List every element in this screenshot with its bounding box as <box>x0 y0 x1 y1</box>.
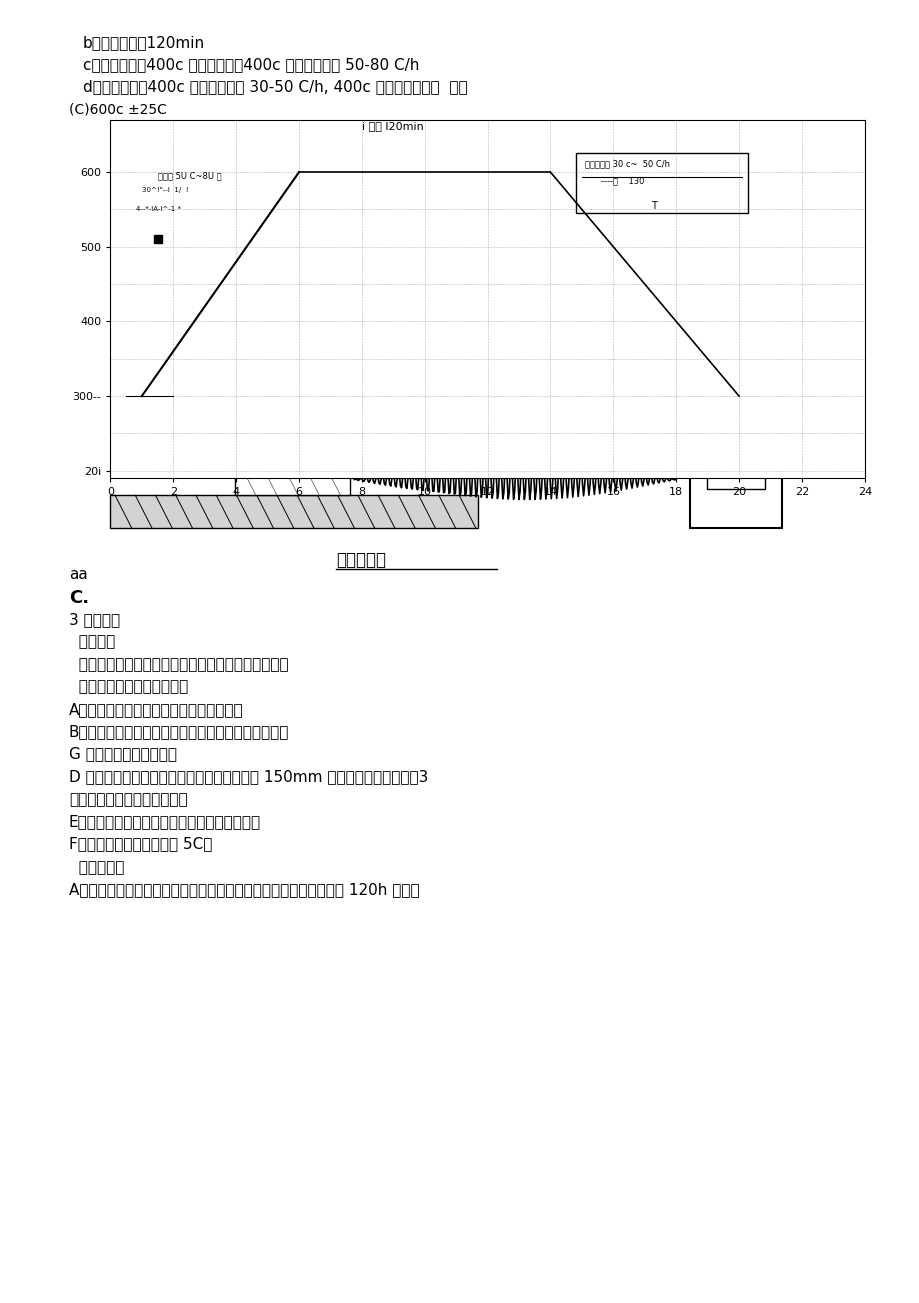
Text: E、试验用阀门配管、法兰必须满足试验要求。: E、试验用阀门配管、法兰必须满足试验要求。 <box>69 814 261 830</box>
Text: 试验前还应确认如下项目：: 试验前还应确认如下项目： <box>69 679 188 694</box>
Text: 升温度 5U C~8U 小: 升温度 5U C~8U 小 <box>157 171 221 180</box>
Bar <box>706 404 765 489</box>
Bar <box>265 323 319 352</box>
Text: T: T <box>651 202 656 211</box>
Bar <box>234 463 349 495</box>
Bar <box>110 495 478 528</box>
Text: 热电偶镆旗: 热电偶镆旗 <box>335 551 385 569</box>
Text: c、升温速度：400c 以下可不限，400c 以上宜控制在 50-80 C/h: c、升温速度：400c 以下可不限，400c 以上宜控制在 50-80 C/h <box>83 57 419 73</box>
Text: 贔厅: 贔厅 <box>180 469 193 480</box>
Bar <box>689 371 781 528</box>
Text: 热电偶: 热电偶 <box>423 420 443 430</box>
Text: 倍，精度级，并经检验合格。: 倍，精度级，并经检验合格。 <box>69 792 187 808</box>
Bar <box>129 433 262 446</box>
Bar <box>129 425 147 453</box>
Text: d、降温速度：400c 以上宜控制在 30-50 C/h, 400c 以下在空气冷却  温度: d、降温速度：400c 以上宜控制在 30-50 C/h, 400c 以下在空气… <box>83 79 467 95</box>
Text: G 试压泵配管必须完好。: G 试压泵配管必须完好。 <box>69 747 176 762</box>
Text: aa: aa <box>69 567 87 582</box>
Text: i 保温 l20min: i 保温 l20min <box>362 121 424 130</box>
Text: 4--*-lA-l^-1 *: 4--*-lA-l^-1 * <box>135 206 180 212</box>
Text: 降：品速度 30 c~  50 C/h: 降：品速度 30 c~ 50 C/h <box>584 159 669 168</box>
Text: A、球罐掺返修备已完毕，无损检验合格。: A、球罐掺返修备已完毕，无损检验合格。 <box>69 702 244 718</box>
Text: 30^!"--l  1/  !: 30^!"--l 1/ ! <box>142 188 188 193</box>
Bar <box>269 304 314 323</box>
Text: ----小    130: ----小 130 <box>600 176 643 185</box>
Bar <box>271 352 312 423</box>
Text: 试验准备: 试验准备 <box>69 635 115 650</box>
Text: 卡子: 卡子 <box>142 416 155 426</box>
Text: b、保温时间：120min: b、保温时间：120min <box>83 35 205 51</box>
Text: 试验要求：: 试验要求： <box>69 860 124 876</box>
Text: F、试验用水水温应不低于 5C。: F、试验用水水温应不低于 5C。 <box>69 837 212 852</box>
Bar <box>262 423 322 463</box>
Text: 3 压力试验: 3 压力试验 <box>69 612 120 628</box>
Text: B、试压用临时配管、法兰已安装完毕，并冲洗干净。: B、试压用临时配管、法兰已安装完毕，并冲洗干净。 <box>69 724 289 740</box>
Text: 补唇导线: 补唇导线 <box>547 407 573 417</box>
Bar <box>575 154 748 214</box>
Text: 贔杆: 贔杆 <box>272 309 285 319</box>
Text: C.: C. <box>69 589 89 607</box>
Text: D 球罐顶部、底部各装一只压力表，表面直径 150mm 量程为试验压力的倍～3: D 球罐顶部、底部各装一只压力表，表面直径 150mm 量程为试验压力的倍～3 <box>69 769 428 784</box>
Text: (C)600c ±25C: (C)600c ±25C <box>69 103 166 117</box>
Text: 试验前应确认球罐焊缝无损检验记录是否合格通过。: 试验前应确认球罐焊缝无损检验记录是否合格通过。 <box>69 657 289 672</box>
Text: A、压力试验实施时间，原则上球罐本体焊接（包括修补），结束后 120h 以上。: A、压力试验实施时间，原则上球罐本体焊接（包括修补），结束后 120h 以上。 <box>69 882 419 898</box>
